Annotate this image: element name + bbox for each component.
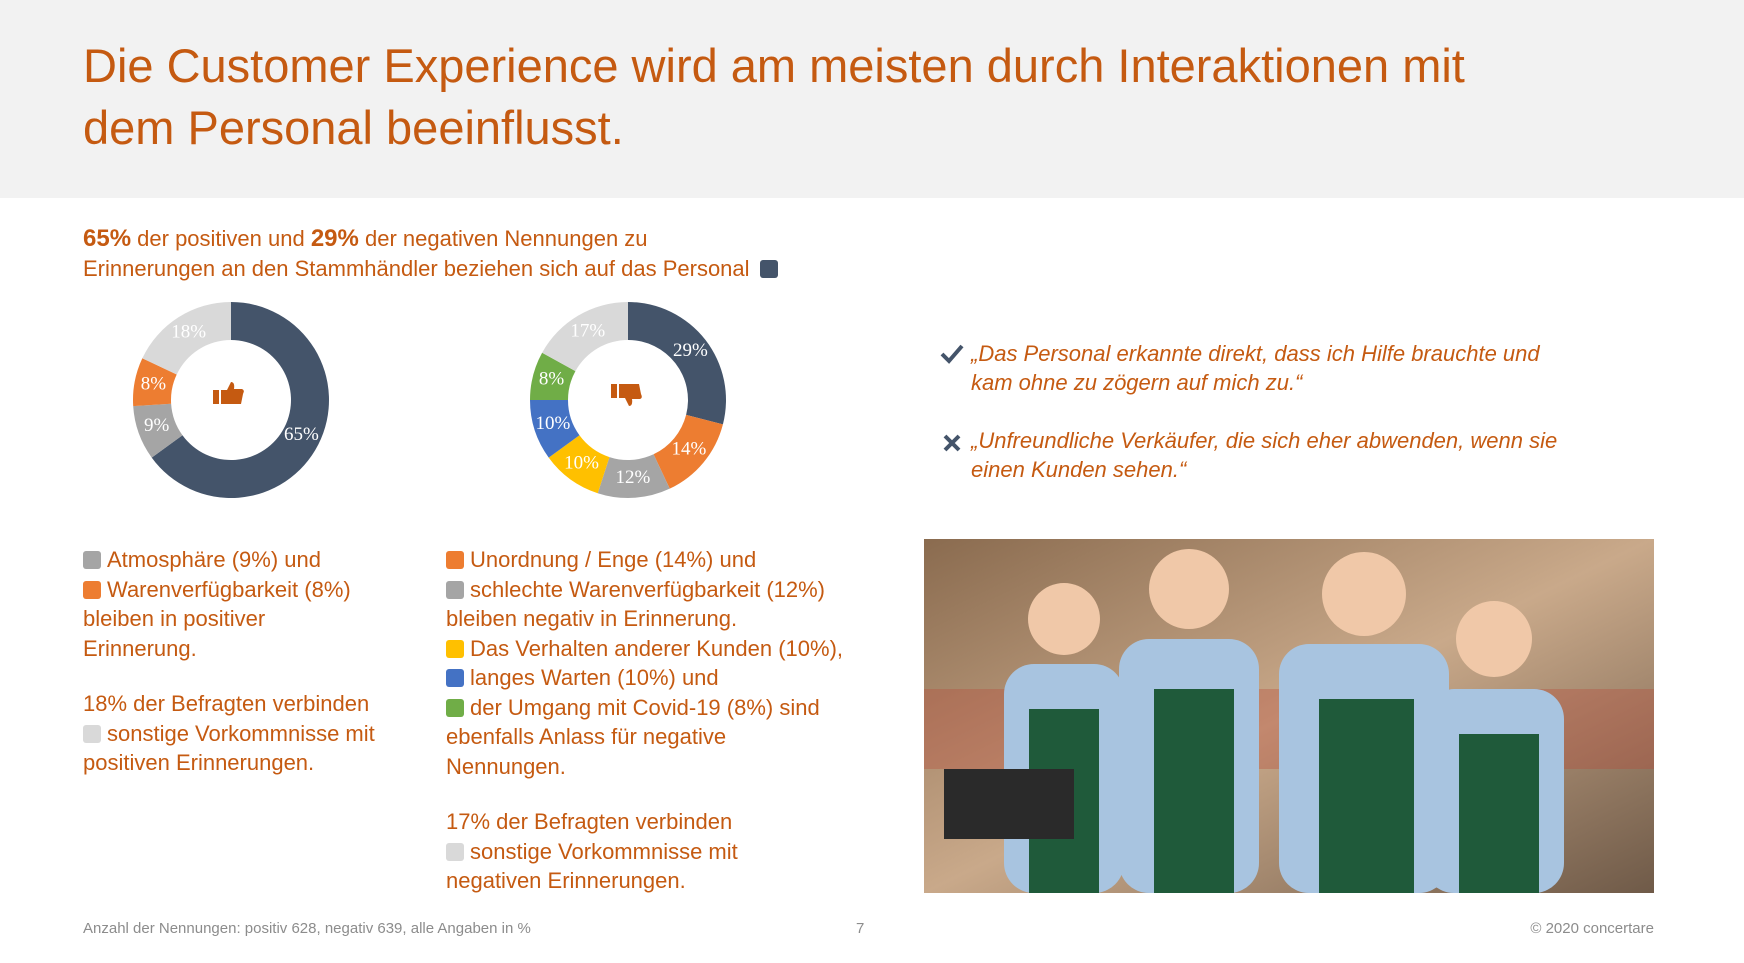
note-line: Atmosphäre (9%) und [83, 545, 375, 575]
legend-swatch [446, 698, 464, 717]
note-line: ebenfalls Anlass für negative [446, 722, 843, 752]
data-label: 10% [564, 452, 599, 473]
note-line: schlechte Warenverfügbarkeit (12%) [446, 575, 843, 605]
negative-notes: Unordnung / Enge (14%) und schlechte Ware… [446, 545, 843, 896]
legend-swatch [446, 842, 464, 861]
text: Unordnung / Enge (14%) und [470, 547, 757, 572]
text: Erinnerung. [83, 635, 197, 661]
intro: Erinnerungen an den Stammhändler beziehe… [83, 254, 784, 284]
quote: „Unfreundliche Verkäufer, die sich eher … [971, 426, 1557, 484]
donut-segment [530, 352, 576, 400]
text: bleiben negativ in Erinnerung. [446, 606, 738, 631]
intro: 65% der positiven und 29% der negativen … [83, 224, 648, 254]
note-line: sonstige Vorkommnisse mit [83, 719, 375, 749]
note-line: negativen Erinnerungen. [446, 866, 843, 896]
quote-line: kam ohne zu zögern auf mich zu.“ [971, 370, 1303, 395]
note-line: 17% der Befragten verbinden [446, 807, 843, 837]
highlight: 65% [83, 225, 132, 252]
check-icon [940, 344, 964, 364]
note-line: Erinnerung. [83, 634, 375, 664]
charts: 65% 9% 8% 18% 29% 14% 12% 10% 10% 8% 17% [133, 302, 726, 498]
legend-swatch [83, 580, 101, 599]
text: positiven Erinnerungen. [83, 750, 315, 775]
data-label: 8% [141, 374, 167, 395]
text: der positiven und [131, 226, 311, 251]
text: negativen Erinnerungen. [446, 868, 686, 893]
donut-segment [142, 302, 231, 375]
donut-segment [530, 400, 580, 458]
text: sonstige Vorkommnisse mit [470, 838, 738, 864]
donut-segment [542, 302, 628, 372]
data-label: 10% [535, 413, 570, 434]
note-line: sonstige Vorkommnisse mit [446, 837, 843, 867]
text: langes Warten (10%) und [470, 665, 719, 690]
cross-icon [943, 434, 961, 452]
header-bar [0, 0, 1744, 198]
legend-swatch [446, 580, 464, 599]
text: Warenverfügbarkeit (8%) [107, 576, 351, 602]
data-label: 17% [570, 320, 605, 341]
text: Erinnerungen an den Stammhändler beziehe… [83, 256, 750, 281]
quote: „Das Personal erkannte direkt, dass ich … [971, 339, 1540, 397]
note-line: Das Verhalten anderer Kunden (10%), [446, 634, 843, 664]
donut-segment [133, 358, 177, 407]
note-line: positiven Erinnerungen. [83, 748, 375, 778]
text: 17% der Befragten verbinden [446, 809, 733, 834]
note-line: Nennungen. [446, 752, 843, 782]
title: dem Personal beeinflusst. [83, 101, 624, 154]
data-label: 8% [539, 369, 565, 390]
legend-swatch [446, 639, 464, 658]
positive-notes: Atmosphäre (9%) und Warenverfügbarkeit (8… [83, 545, 375, 778]
data-label: 14% [671, 439, 706, 460]
text: Nennungen. [446, 753, 566, 779]
legend-swatch [446, 551, 464, 569]
text: sonstige Vorkommnisse mit [107, 720, 375, 746]
data-label: 12% [616, 467, 651, 488]
highlight: 29% [310, 225, 359, 252]
quote-line: „Unfreundliche Verkäufer, die sich eher … [971, 428, 1558, 453]
donut-segment [133, 403, 183, 458]
donut-segment [151, 302, 329, 498]
text: Atmosphäre (9%) und [107, 547, 321, 572]
footer-note: Anzahl der Nennungen: positiv 628, negat… [83, 920, 531, 937]
note-line: Unordnung / Enge (14%) und [446, 545, 843, 575]
legend-swatch [759, 260, 778, 278]
thumb-down [611, 384, 642, 406]
quote-line: „Das Personal erkannte direkt, dass ich … [971, 341, 1540, 366]
legend-swatch [83, 551, 101, 569]
text: 18% der Befragten verbinden [83, 691, 370, 716]
donut-segment [653, 414, 723, 489]
quote-line: einen Kunden sehen.“ [971, 457, 1187, 482]
text: ebenfalls Anlass für negative [446, 724, 727, 749]
note-line: bleiben in positiver [83, 604, 375, 634]
legend-swatch [446, 669, 464, 687]
note-line: langes Warten (10%) und [446, 663, 843, 693]
note-line: bleiben negativ in Erinnerung. [446, 604, 843, 634]
data-label: 29% [673, 340, 708, 361]
donut-segment [548, 435, 610, 494]
photo [924, 539, 1654, 893]
text: bleiben in positiver [83, 606, 266, 631]
title: Die Customer Experience wird am meisten … [83, 39, 1465, 92]
donut-segment [628, 302, 726, 425]
text: schlechte Warenverfügbarkeit (12%) [470, 576, 826, 602]
note-line: Warenverfügbarkeit (8%) [83, 575, 375, 605]
thumb-up [213, 382, 244, 404]
note-line: 18% der Befragten verbinden [83, 689, 375, 719]
text: der Umgang mit Covid-19 (8%) sind [470, 694, 820, 720]
legend-swatch [83, 724, 101, 743]
copyright: © 2020 concertare [1530, 920, 1654, 937]
text: Das Verhalten anderer Kunden (10%), [470, 635, 844, 661]
page-number: 7 [856, 920, 865, 937]
data-label: 18% [171, 322, 206, 343]
data-label: 65% [284, 424, 319, 445]
data-label: 9% [144, 415, 170, 436]
donut-segment [597, 454, 670, 498]
note-line: der Umgang mit Covid-19 (8%) sind [446, 693, 843, 723]
text: der negativen Nennungen zu [358, 226, 648, 251]
